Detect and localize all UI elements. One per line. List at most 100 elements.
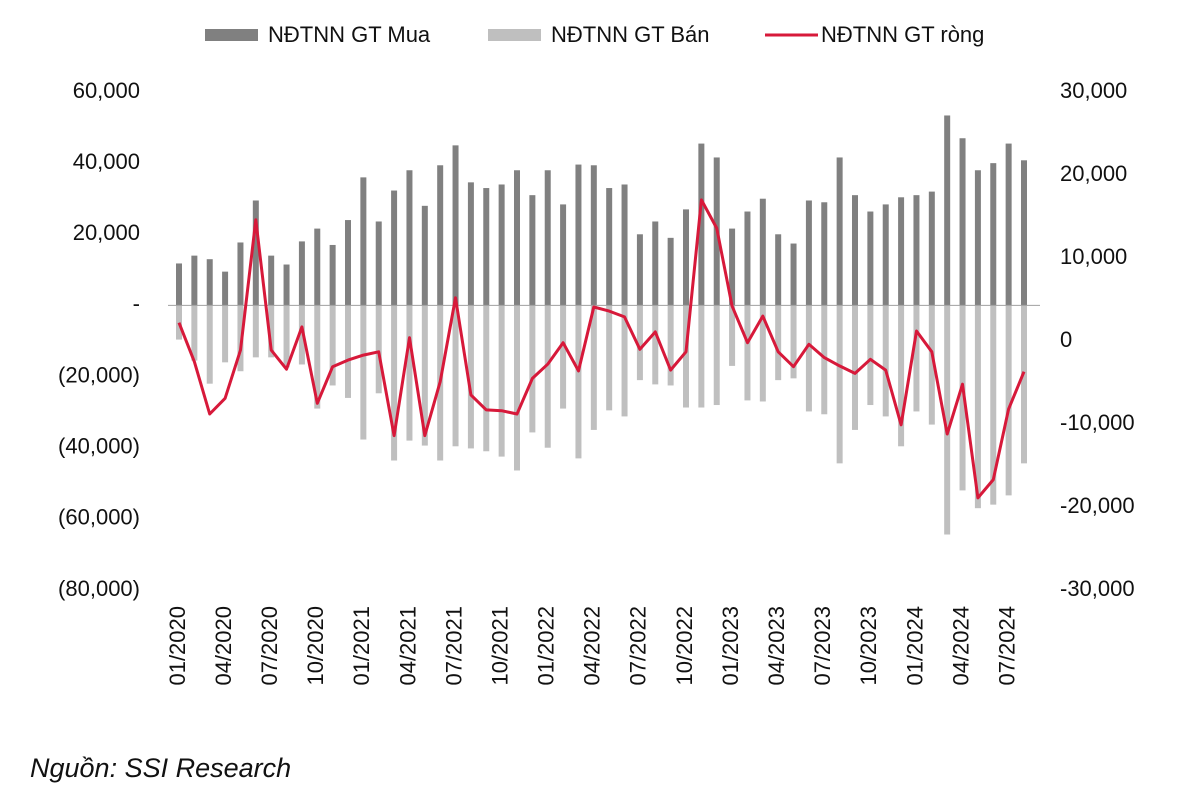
x-tick-label: 10/2020 [303,606,328,686]
bar [590,305,597,430]
bar [913,305,920,412]
y2-tick-label: 30,000 [1060,78,1127,103]
bar [683,209,689,306]
y-tick-label: 20,000 [73,220,140,245]
bar [805,305,812,412]
y-tick-label: - [133,291,140,316]
bar [452,305,459,447]
bar [206,305,213,384]
bar [606,305,613,411]
bar [421,305,428,446]
legend-swatch [205,29,258,41]
bar [621,184,628,306]
bar [314,305,321,409]
bar [959,305,966,491]
bar [636,305,643,381]
bar [898,305,905,447]
y2-tick-label: -30,000 [1060,576,1135,601]
bar [590,165,597,306]
bar [329,244,336,306]
x-tick-label: 01/2021 [349,606,374,686]
bar [621,305,628,417]
bar [974,170,981,306]
bar [928,305,935,425]
bar [667,305,674,386]
bar [268,255,275,306]
y2-tick-label: 20,000 [1060,161,1127,186]
bar [805,200,812,306]
bar [283,264,290,306]
y2-tick-label: -10,000 [1060,410,1135,435]
bar [836,305,843,464]
bar [483,305,490,452]
bar [652,221,659,306]
bar [944,305,951,535]
bar [222,271,229,306]
bar [329,305,336,386]
x-tick-label: 07/2020 [257,606,282,686]
y-tick-label: 40,000 [73,149,140,174]
bar [544,305,551,448]
bar [176,305,182,340]
bar [375,221,382,306]
bar [360,177,367,306]
bar [406,305,413,441]
bar [514,305,520,471]
bar [913,195,920,306]
bar [729,228,736,306]
x-tick-label: 01/2020 [165,606,190,686]
y-tick-label: (40,000) [58,434,140,459]
bar [744,211,751,306]
bar [206,259,213,306]
bar [729,305,736,366]
bar [498,184,505,306]
bar [852,195,858,306]
bar [514,170,520,306]
y-tick-label: (80,000) [58,576,140,601]
x-tick-label: 07/2023 [810,606,835,686]
x-tick-label: 10/2021 [487,606,512,686]
bar [759,305,766,402]
bar [529,195,536,306]
x-tick-label: 04/2024 [948,606,973,686]
legend-label: NĐTNN GT Mua [268,22,431,47]
y-tick-label: (20,000) [58,362,140,387]
source-note: Nguồn: SSI Research [30,753,291,783]
bar [298,305,305,365]
bar [836,157,843,306]
bar [375,305,382,394]
bar [683,305,689,408]
bar [898,197,905,306]
bar [176,263,182,306]
x-tick-label: 01/2022 [534,606,559,686]
bar [222,305,229,363]
bar [821,305,828,415]
x-tick-label: 01/2024 [902,606,927,686]
y-tick-label: 60,000 [73,78,140,103]
y2-tick-label: 10,000 [1060,244,1127,269]
bar [1021,160,1027,306]
bar [1021,305,1027,464]
bar [1005,143,1012,306]
x-tick-label: 04/2021 [395,606,420,686]
bar [406,170,413,306]
x-tick-label: 10/2023 [856,606,881,686]
x-tick-label: 04/2023 [764,606,789,686]
bar [1005,305,1012,496]
bar [790,243,797,306]
bar [790,305,797,379]
bar [467,182,474,306]
x-tick-label: 10/2022 [672,606,697,686]
bar [575,164,582,306]
bar [821,202,828,306]
x-tick-label: 07/2024 [994,606,1019,686]
bar [452,145,459,306]
bar [252,305,259,358]
bar [636,234,643,306]
x-tick-label: 01/2023 [718,606,743,686]
bar [882,305,889,417]
bar [775,305,782,381]
x-tick-label: 07/2021 [441,606,466,686]
bar [928,191,935,306]
